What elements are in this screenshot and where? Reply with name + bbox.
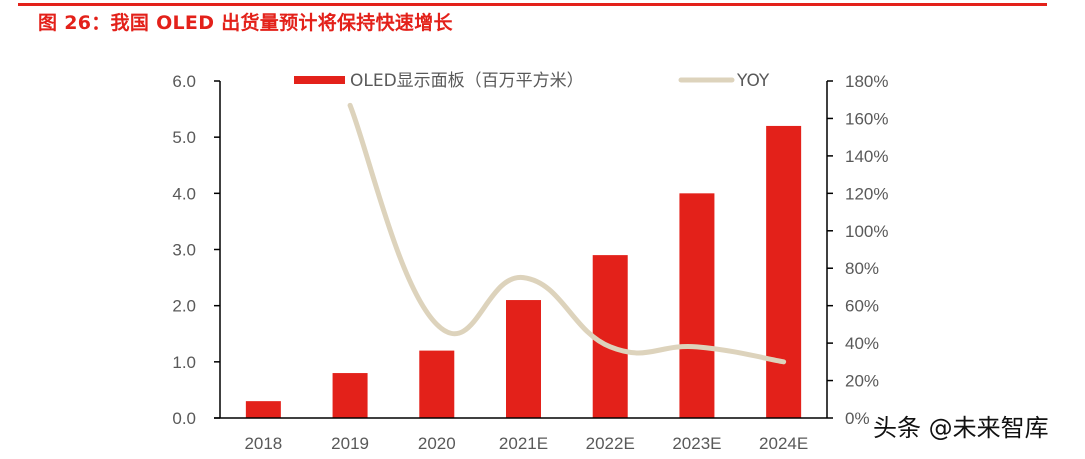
axes: 0.0 1.0 2.0 3.0 4.0 5.0 6.0 0% 20% 40% 60% 80% 100% 1… bbox=[172, 72, 888, 453]
bar-2022E bbox=[592, 255, 628, 418]
x-tick-label: 2022E bbox=[586, 434, 635, 453]
x-tick-label: 2024E bbox=[759, 434, 808, 453]
legend-label-bar: OLED显示面板（百万平方米） bbox=[350, 71, 584, 91]
right-tick-label: 160% bbox=[845, 109, 888, 128]
left-tick-label: 2.0 bbox=[172, 297, 196, 316]
left-tick-label: 3.0 bbox=[172, 241, 196, 260]
line-series bbox=[347, 102, 787, 365]
bar-series bbox=[245, 125, 802, 418]
left-tick-label: 0.0 bbox=[172, 409, 196, 428]
right-tick-label: 180% bbox=[845, 72, 888, 91]
right-tick-label: 60% bbox=[845, 297, 879, 316]
right-tick-label: 140% bbox=[845, 147, 888, 166]
bar-2018 bbox=[245, 401, 281, 418]
bar-2021E bbox=[506, 300, 541, 418]
x-tick-label: 2021E bbox=[499, 434, 548, 453]
right-tick-label: 100% bbox=[845, 222, 888, 241]
chart-title: 图 26：我国 OLED 出货量预计将保持快速增长 bbox=[38, 12, 453, 34]
bar-2019 bbox=[332, 373, 368, 418]
legend: OLED显示面板（百万平方米） YOY bbox=[294, 71, 770, 91]
bar-2024E bbox=[766, 125, 802, 418]
x-tick-label: 2018 bbox=[244, 434, 282, 453]
left-tick-label: 1.0 bbox=[172, 353, 196, 372]
x-tick-label: 2020 bbox=[418, 434, 456, 453]
yoy-line bbox=[347, 102, 787, 365]
right-tick-label: 120% bbox=[845, 184, 888, 203]
bar-2020 bbox=[419, 350, 455, 418]
left-tick-label: 4.0 bbox=[172, 184, 196, 203]
legend-label-line: YOY bbox=[736, 71, 770, 91]
watermark: 头条 @未来智库 bbox=[873, 414, 1049, 442]
right-tick-label: 0% bbox=[845, 409, 870, 428]
title-rule bbox=[18, 3, 1047, 6]
left-tick-label: 6.0 bbox=[172, 72, 196, 91]
right-tick-label: 80% bbox=[845, 259, 879, 278]
right-tick-label: 40% bbox=[845, 334, 879, 353]
x-tick-label: 2019 bbox=[331, 434, 369, 453]
legend-swatch-bar bbox=[294, 76, 345, 84]
right-tick-label: 20% bbox=[845, 372, 879, 391]
x-tick-label: 2023E bbox=[672, 434, 721, 453]
left-tick-label: 5.0 bbox=[172, 128, 196, 147]
bar-2023E bbox=[679, 193, 715, 418]
